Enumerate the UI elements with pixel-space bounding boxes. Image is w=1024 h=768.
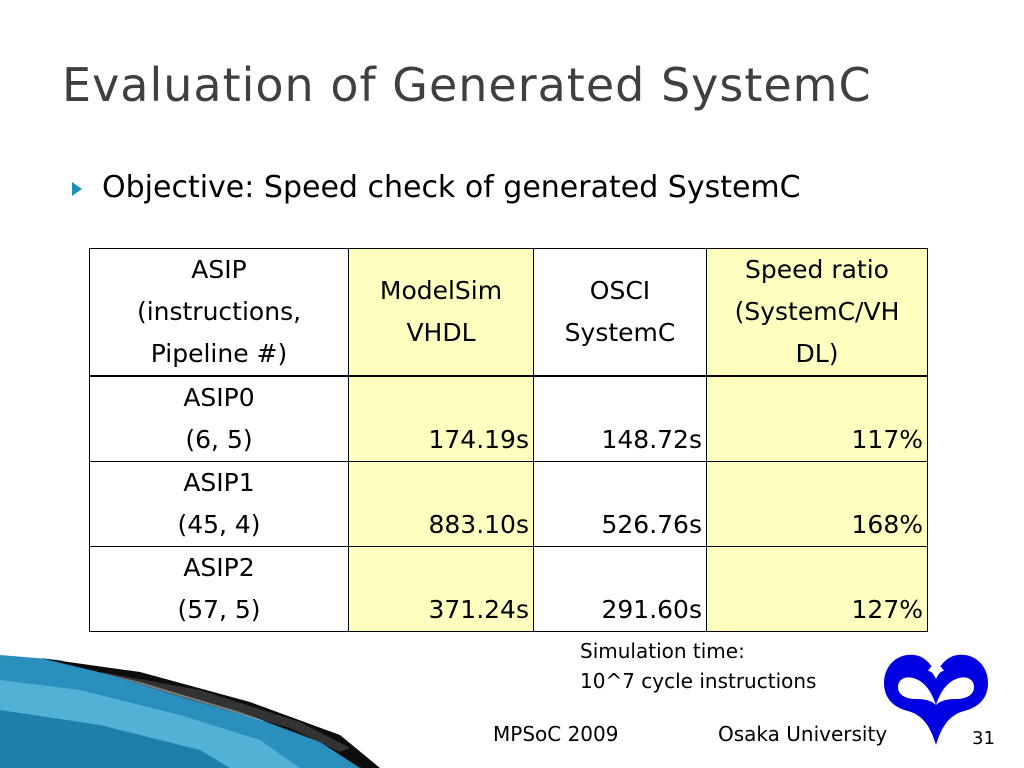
table-row: ASIP2 (57, 5) 371.24s 291.60s 127%	[89, 546, 928, 632]
simulation-note: Simulation time: 10^7 cycle instructions	[580, 636, 816, 696]
header-speed-ratio: Speed ratio (SystemC/VH DL)	[706, 248, 928, 377]
footer-conference: MPSoC 2009	[493, 722, 619, 746]
table-header-row: ASIP (instructions, Pipeline #) ModelSim…	[89, 248, 928, 377]
header-osci: OSCI SystemC	[533, 248, 707, 377]
cell-asip: ASIP1 (45, 4)	[89, 461, 349, 547]
table-row: ASIP1 (45, 4) 883.10s 526.76s 168%	[89, 461, 928, 547]
cell-ratio: 168%	[706, 461, 928, 547]
slide-title: Evaluation of Generated SystemC	[62, 58, 872, 112]
page-number: 31	[972, 728, 995, 749]
cell-osci: 291.60s	[533, 546, 707, 632]
header-asip: ASIP (instructions, Pipeline #)	[89, 248, 349, 377]
bullet-text: Objective: Speed check of generated Syst…	[102, 170, 801, 205]
header-modelsim: ModelSim VHDL	[348, 248, 534, 377]
cell-asip: ASIP0 (6, 5)	[89, 375, 349, 462]
cell-modelsim: 371.24s	[348, 546, 534, 632]
cell-osci: 526.76s	[533, 461, 707, 547]
osaka-university-logo	[884, 654, 988, 745]
triangle-bullet-icon	[72, 181, 82, 196]
cell-modelsim: 174.19s	[348, 375, 534, 462]
footer-institution: Osaka University	[718, 722, 888, 746]
bullet-item: Objective: Speed check of generated Syst…	[72, 170, 801, 205]
cell-ratio: 127%	[706, 546, 928, 632]
cell-modelsim: 883.10s	[348, 461, 534, 547]
cell-asip: ASIP2 (57, 5)	[89, 546, 349, 632]
cell-osci: 148.72s	[533, 375, 707, 462]
results-table: ASIP (instructions, Pipeline #) ModelSim…	[89, 248, 928, 632]
cell-ratio: 117%	[706, 375, 928, 462]
table-row: ASIP0 (6, 5) 174.19s 148.72s 117%	[89, 375, 928, 462]
note-line-1: Simulation time:	[580, 639, 745, 663]
note-line-2: 10^7 cycle instructions	[580, 669, 817, 693]
